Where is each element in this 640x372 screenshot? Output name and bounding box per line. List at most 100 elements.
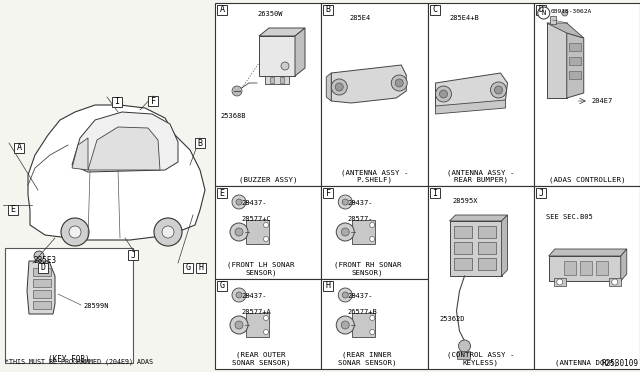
Polygon shape [456, 351, 470, 359]
Bar [429, 5, 440, 15]
Bar [183, 263, 193, 273]
Bar [280, 77, 284, 83]
Text: 28599N: 28599N [83, 303, 109, 309]
Bar [454, 242, 472, 254]
Bar [321, 279, 428, 369]
Polygon shape [259, 28, 305, 36]
Bar [196, 263, 206, 273]
Text: H: H [198, 263, 204, 273]
Circle shape [490, 82, 506, 98]
Text: D: D [538, 6, 543, 15]
Text: (FRONT RH SONAR
SENSOR): (FRONT RH SONAR SENSOR) [333, 262, 401, 276]
Text: (CONTROL ASSY -
KEYLESS): (CONTROL ASSY - KEYLESS) [447, 352, 515, 366]
Bar [33, 301, 51, 309]
Bar [564, 261, 576, 275]
Circle shape [69, 226, 81, 238]
Circle shape [264, 315, 269, 321]
Circle shape [230, 223, 248, 241]
Bar [569, 43, 580, 51]
Circle shape [339, 288, 352, 302]
Polygon shape [548, 249, 627, 256]
Polygon shape [547, 23, 567, 98]
Bar [477, 242, 495, 254]
Bar [128, 250, 138, 260]
Circle shape [232, 86, 242, 96]
Circle shape [232, 195, 246, 209]
Text: *THIS MUST BE PROGRAMMED (204E9) ADAS: *THIS MUST BE PROGRAMMED (204E9) ADAS [5, 359, 153, 365]
Text: 28577+A: 28577+A [241, 309, 271, 315]
Text: 285E4: 285E4 [349, 15, 371, 21]
Circle shape [495, 86, 502, 94]
Polygon shape [88, 127, 160, 170]
Circle shape [281, 62, 289, 70]
Polygon shape [72, 138, 88, 170]
Bar [8, 205, 18, 215]
Bar [454, 258, 472, 270]
Bar [609, 278, 621, 286]
Circle shape [235, 321, 243, 329]
Polygon shape [352, 220, 375, 244]
Circle shape [538, 7, 550, 19]
Text: 285E3: 285E3 [33, 256, 56, 265]
Circle shape [342, 292, 348, 298]
Text: 28577-: 28577- [348, 216, 372, 222]
Circle shape [341, 321, 349, 329]
Polygon shape [28, 105, 205, 240]
Polygon shape [265, 76, 289, 84]
Circle shape [339, 195, 352, 209]
Text: R2530109: R2530109 [601, 359, 638, 368]
Bar [536, 188, 546, 198]
Bar [550, 16, 556, 24]
Text: 28437-: 28437- [348, 200, 372, 206]
Text: 26350W: 26350W [257, 11, 282, 17]
Bar [217, 281, 227, 291]
Text: (ANTENNA ASSY -
REAR BUMPER): (ANTENNA ASSY - REAR BUMPER) [447, 169, 515, 183]
Text: G: G [220, 282, 225, 291]
Text: I: I [432, 189, 437, 198]
Polygon shape [332, 65, 406, 103]
Bar [569, 57, 580, 65]
Text: 28437-: 28437- [348, 293, 372, 299]
Bar [5, 248, 133, 363]
Polygon shape [246, 220, 269, 244]
Circle shape [336, 316, 355, 334]
Text: I: I [115, 97, 120, 106]
Circle shape [232, 288, 246, 302]
Text: E: E [10, 205, 15, 215]
Bar [554, 278, 566, 286]
Text: 28595X: 28595X [452, 198, 478, 204]
Text: 28577+C: 28577+C [241, 216, 271, 222]
Bar [534, 186, 640, 369]
Bar [323, 188, 333, 198]
Bar [215, 279, 321, 369]
Circle shape [370, 222, 375, 228]
Circle shape [332, 79, 348, 95]
Polygon shape [295, 28, 305, 76]
Circle shape [370, 330, 375, 334]
Text: 28437-: 28437- [241, 200, 266, 206]
Bar [428, 186, 534, 369]
Text: 25368B: 25368B [220, 113, 246, 119]
Circle shape [370, 315, 375, 321]
Bar [217, 188, 227, 198]
Text: D: D [40, 263, 45, 273]
Bar [38, 263, 48, 273]
Polygon shape [621, 249, 627, 281]
Text: J: J [131, 250, 136, 260]
Polygon shape [548, 256, 621, 281]
Text: F: F [150, 96, 156, 106]
Bar [148, 96, 158, 106]
Text: (KEY FOB): (KEY FOB) [48, 355, 90, 364]
Circle shape [562, 10, 568, 16]
Text: 25362D: 25362D [440, 316, 465, 322]
Circle shape [34, 251, 44, 261]
Bar [321, 3, 428, 186]
Circle shape [440, 90, 447, 98]
Circle shape [370, 237, 375, 241]
Text: 285E4+B: 285E4+B [449, 15, 479, 21]
Polygon shape [502, 215, 508, 276]
Polygon shape [72, 112, 178, 172]
Text: (FRONT LH SONAR
SENSOR): (FRONT LH SONAR SENSOR) [227, 262, 295, 276]
Text: F: F [326, 189, 331, 198]
Bar [33, 279, 51, 287]
